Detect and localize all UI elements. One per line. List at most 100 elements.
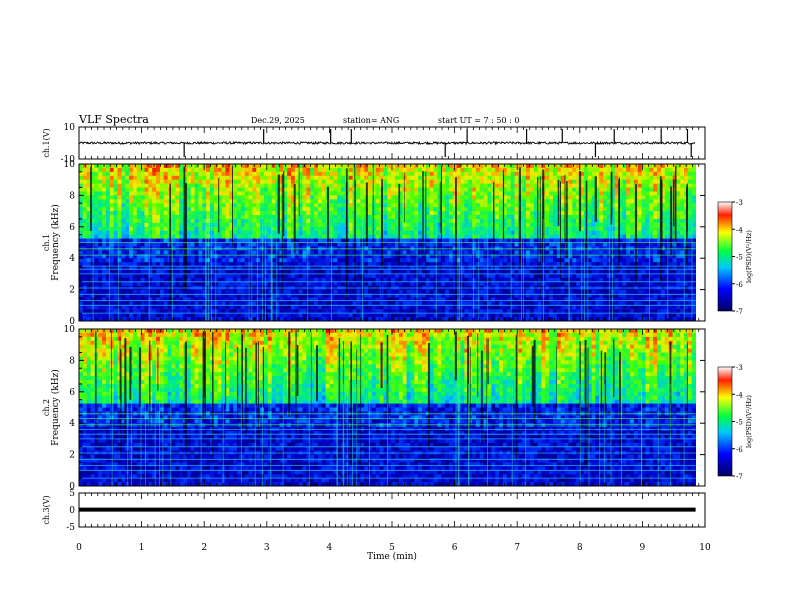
spectrogram-cell — [225, 258, 230, 263]
spectrogram-cell — [483, 187, 488, 192]
spectrogram-cell — [421, 293, 427, 298]
spectrogram-cell — [186, 277, 192, 283]
spectrogram-cell — [364, 301, 369, 306]
spectrogram-cell — [371, 164, 377, 169]
spectrogram-cell — [452, 218, 458, 224]
spectrogram-cell — [129, 234, 134, 239]
spectrogram-cell — [553, 175, 558, 181]
spectrogram-cell — [479, 167, 485, 173]
spectrogram-cell — [437, 277, 442, 283]
spectrogram-cell — [414, 203, 419, 208]
spectrogram-cell — [279, 171, 284, 177]
spectrogram-cell — [506, 293, 512, 298]
spectrogram-cell — [487, 254, 492, 259]
spectrogram-cell — [456, 277, 461, 283]
spectrogram-cell — [448, 195, 454, 200]
spectrogram-cell — [287, 179, 292, 185]
spectrogram-cell — [317, 273, 323, 279]
spectrogram-cell — [425, 207, 431, 212]
spectrogram-cell — [337, 281, 342, 287]
spectrogram-cell — [283, 195, 288, 200]
spectrogram-cell — [256, 289, 261, 294]
spectrogram-cell — [383, 215, 388, 220]
spectrogram-cell — [456, 313, 461, 318]
spectrogram-cell — [441, 309, 446, 314]
spectrogram-cell — [499, 313, 504, 318]
spectrogram-cell — [267, 262, 273, 267]
spectrogram-cell — [132, 218, 138, 224]
spectrogram-cell — [348, 203, 354, 208]
spectrogram-cell — [186, 222, 192, 228]
spectrogram-cell — [283, 191, 288, 196]
spectrogram-cell — [94, 167, 99, 173]
spectrogram-cell — [499, 269, 504, 275]
spectrogram-cell — [271, 262, 276, 267]
spectrogram-cell — [468, 238, 473, 243]
spectrogram-cell — [283, 269, 288, 275]
spectrogram-cell — [279, 289, 284, 294]
spectrogram-cell — [163, 211, 169, 216]
spectrogram-cell — [437, 254, 442, 259]
spectrogram-cell — [356, 171, 361, 177]
spectrogram-cell — [229, 277, 234, 283]
spectrogram-cell — [522, 309, 527, 314]
spectrogram-cell — [237, 203, 242, 208]
spectrogram-cell — [356, 207, 361, 212]
spectrogram-cell — [229, 171, 234, 177]
spectrogram-cell — [364, 254, 369, 259]
spectrogram-cell — [136, 289, 142, 294]
spectrogram-cell — [175, 191, 180, 196]
spectrogram-cell — [529, 250, 535, 255]
spectrogram-cell — [190, 203, 196, 208]
spectrogram-cell — [452, 203, 458, 208]
spectrogram-cell — [406, 277, 411, 283]
spectrogram-cell — [472, 258, 477, 263]
spectrogram-cell — [298, 234, 303, 239]
spectrogram-cell — [410, 207, 415, 212]
spectrogram-cell — [337, 187, 342, 192]
spectrogram-cell — [341, 199, 346, 204]
spectrogram-cell — [418, 215, 423, 220]
spectrogram-cell — [549, 317, 554, 322]
spectrogram-cell — [421, 266, 427, 271]
spectrogram-cell — [487, 175, 492, 181]
spectrogram-cell — [225, 195, 230, 200]
spectrogram-cell — [433, 313, 438, 318]
spectrogram-cell — [468, 191, 473, 196]
spectrogram-cell — [383, 266, 388, 271]
spectrogram-cell — [321, 266, 327, 271]
spectrogram-cell — [514, 238, 519, 243]
spectrogram-cell — [90, 215, 95, 220]
spectrogram-cell — [526, 234, 531, 239]
spectrogram-cell — [526, 230, 531, 236]
spectrogram-cell — [144, 262, 149, 267]
spectrogram-cell — [410, 250, 415, 255]
spectrogram-cell — [460, 183, 465, 188]
spectrogram-cell — [98, 230, 103, 236]
spectrogram-cell — [248, 301, 253, 306]
spectrogram-cell — [252, 297, 257, 302]
spectrogram-cell — [410, 242, 415, 247]
spectrogram-cell — [144, 195, 149, 200]
spectrogram-cell — [499, 297, 504, 302]
spectrogram-cell — [418, 258, 423, 263]
spectrogram-cell — [306, 277, 311, 283]
spectrogram-cell — [475, 167, 481, 173]
spectrogram-cell — [90, 258, 95, 263]
spectrogram-cell — [317, 171, 323, 177]
spectrogram-cell — [210, 215, 215, 220]
spectrogram-cell — [105, 175, 111, 181]
spectrogram-cell — [499, 207, 504, 212]
spectrogram-cell — [475, 242, 481, 247]
spectrogram-cell — [348, 313, 354, 318]
spectrogram-cell — [175, 215, 180, 220]
spectrogram-cell — [163, 266, 169, 271]
spectrogram-cell — [237, 317, 242, 322]
spectrogram-cell — [267, 215, 273, 220]
spectrogram-cell — [464, 191, 469, 196]
spectrogram-cell — [252, 234, 257, 239]
spectrogram-cell — [529, 293, 535, 298]
spectrogram-cell — [275, 277, 280, 283]
spectrogram-cell — [167, 167, 172, 173]
spectrogram-cell — [202, 175, 207, 181]
